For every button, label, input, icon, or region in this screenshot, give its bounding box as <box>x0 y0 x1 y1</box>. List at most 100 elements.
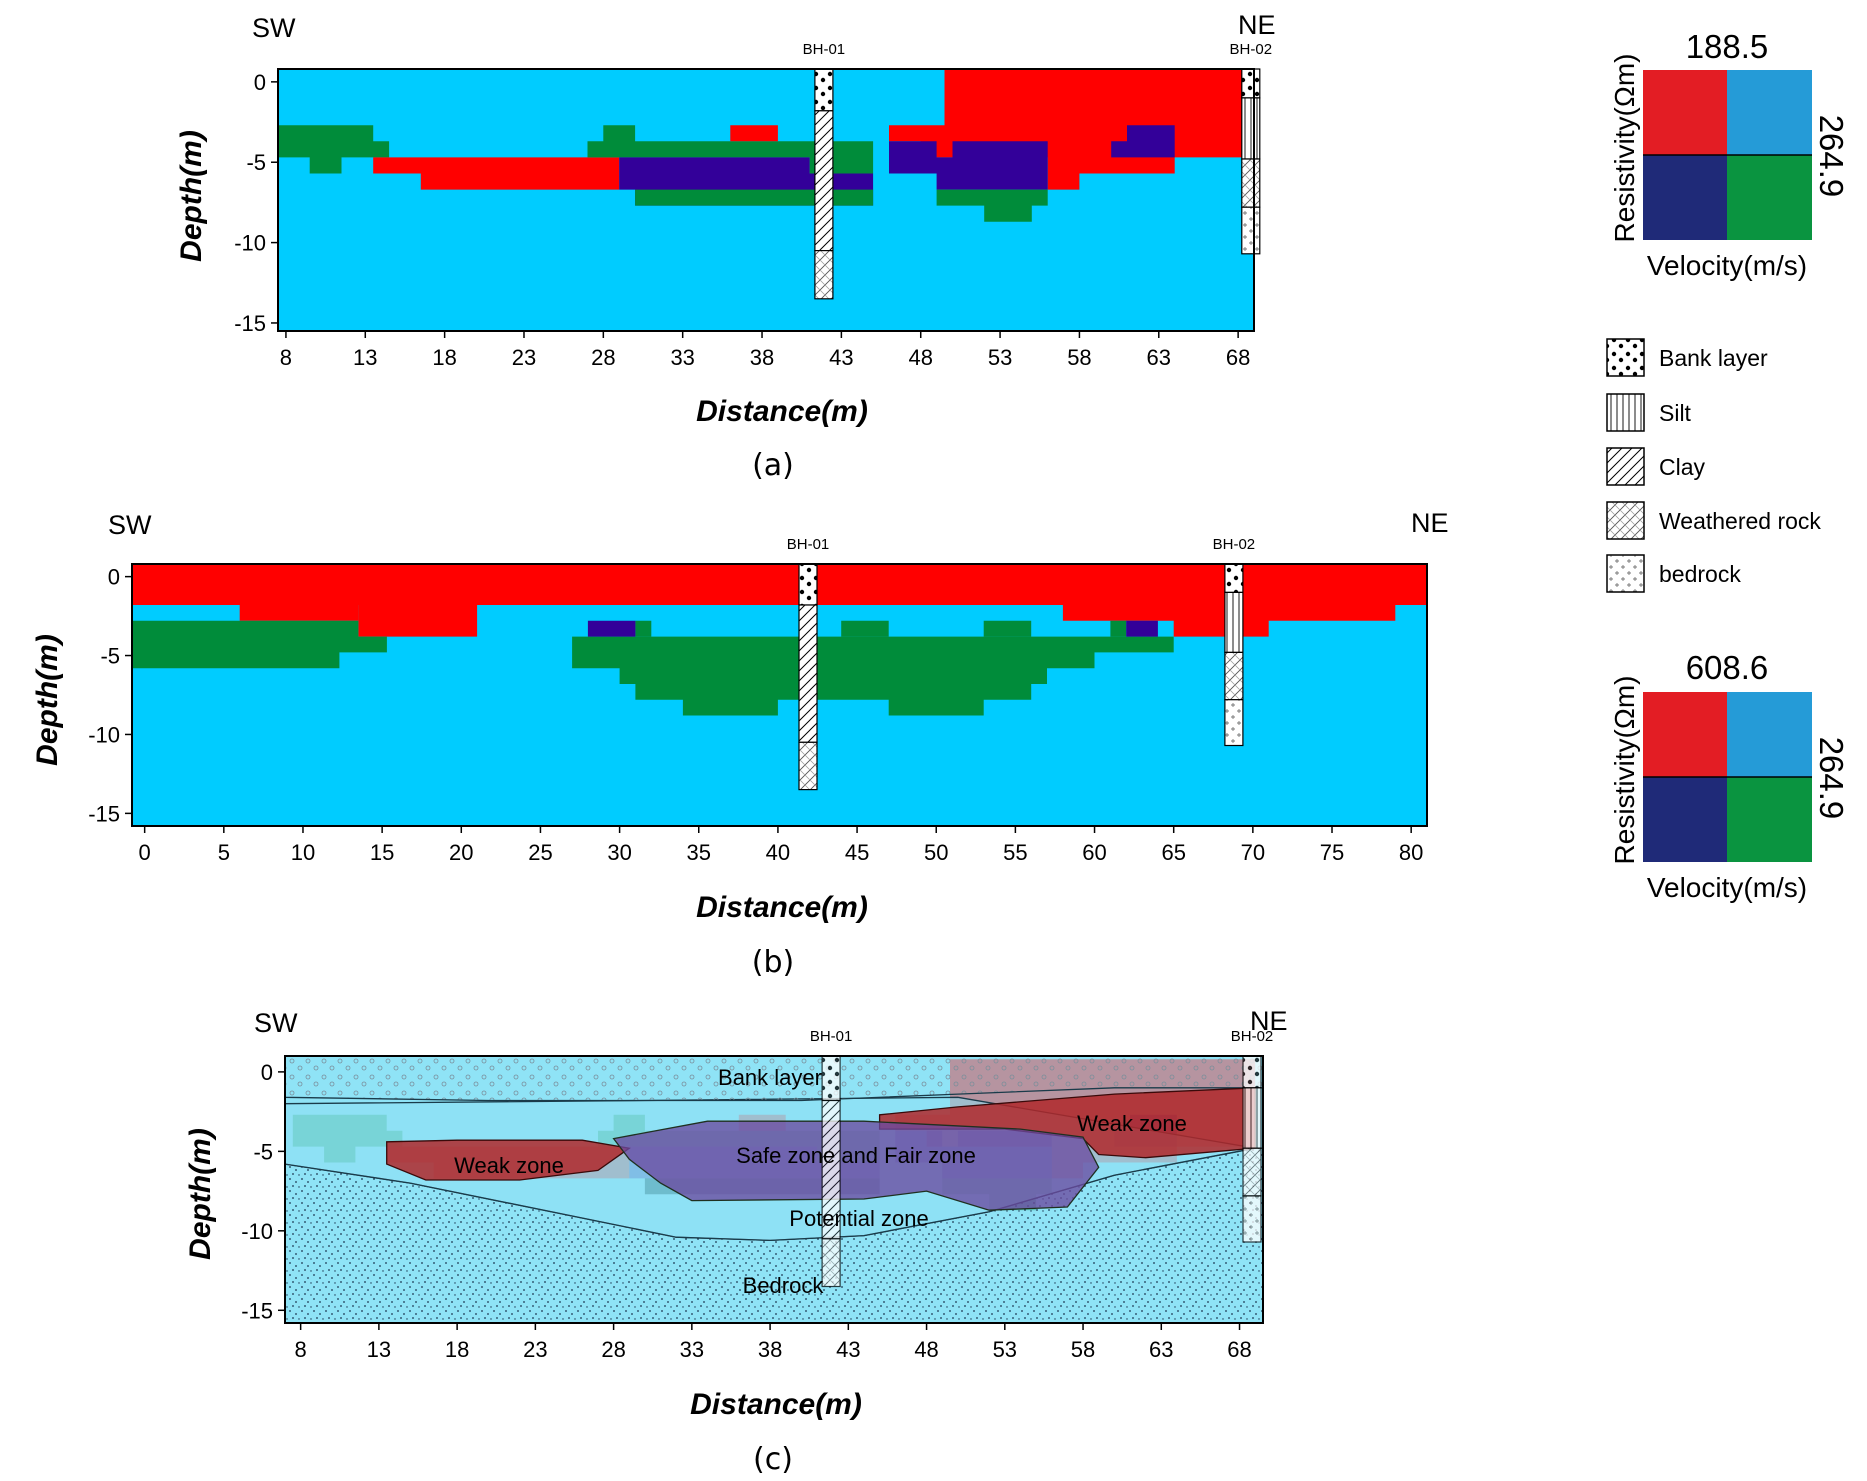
panel-b-borehole-1-layer-2 <box>798 604 818 743</box>
panel-b-borehole-2-layer-3 <box>1224 651 1244 701</box>
panel-a-y-tick-label: -5 <box>246 150 266 175</box>
panel-a-region-9 <box>936 189 1048 222</box>
panel-c-x-tick-label: 63 <box>1149 1337 1173 1362</box>
panel-b-region-3 <box>132 620 387 669</box>
zone-label-bank-layer: Bank layer <box>718 1065 822 1090</box>
panel-c-x-tick-label: 23 <box>523 1337 547 1362</box>
panel-c-x-tick-label: 38 <box>758 1337 782 1362</box>
panel-b-x-tick-label: 40 <box>766 840 790 865</box>
key-1-green-cell <box>1727 155 1812 240</box>
panel-a-borehole-1-layer-2 <box>814 110 834 252</box>
panel-c-x-tick-label: 33 <box>680 1337 704 1362</box>
panel-b-x-tick-label: 75 <box>1320 840 1344 865</box>
panel-a-region-8 <box>635 189 874 206</box>
panel-b-x-tick-label: 50 <box>924 840 948 865</box>
panel-c-bh02-label: BH-02 <box>1231 1028 1274 1045</box>
panel-b-borehole-1-layer-3 <box>798 741 818 791</box>
panel-b-x-title: Distance(m) <box>696 891 868 924</box>
panel-c-x-tick-label: 13 <box>367 1337 391 1362</box>
panel-b-x-tick-label: 80 <box>1399 840 1423 865</box>
panel-c-y-tick-label: -15 <box>241 1298 273 1323</box>
zone-label-weak-right: Weak zone <box>1077 1111 1187 1136</box>
panel-b-x-tick-label: 35 <box>687 840 711 865</box>
panel-c-ne-label: NE <box>1250 1006 1288 1036</box>
legend-label-clay: Clay <box>1659 454 1706 480</box>
panel-c-bh01-label: BH-01 <box>810 1028 853 1045</box>
panel-b-region-7 <box>983 620 1032 637</box>
color-key-1: 188.5 Resistivity(Ωm) 264.9 Velocity(m/s… <box>1609 28 1850 281</box>
key-2-y-label: Resistivity(Ωm) <box>1609 676 1640 865</box>
key-2-blue-cell <box>1727 692 1812 777</box>
panel-c-boreholes <box>821 1055 1262 1288</box>
panel-c-y-tick-label: -10 <box>241 1219 273 1244</box>
panel-b-x-tick-label: 10 <box>291 840 315 865</box>
legend-label-bank-layer: Bank layer <box>1659 345 1768 371</box>
panel-b-borehole-2-layer-2 <box>1224 591 1244 654</box>
legend-swatch-silt <box>1606 393 1645 432</box>
lithology-legend: Bank layer Silt Clay Weathered rock bedr… <box>1606 338 1821 593</box>
panel-a-region-7 <box>889 141 1048 190</box>
panel-c-borehole-2-layer-2 <box>1242 1087 1262 1149</box>
panel-b-x-tick-label: 45 <box>845 840 869 865</box>
panel-c-x-ticks: 8 13 18 23 28 33 38 43 48 53 58 63 68 <box>295 1323 1252 1362</box>
key-1-y-label: Resistivity(Ωm) <box>1609 54 1640 243</box>
panel-a-region-5 <box>730 125 778 142</box>
panel-b-x-ticks: 0 5 10 15 20 25 30 35 40 45 50 55 60 65 70 75 80 <box>139 826 1423 865</box>
panel-b-bh02-label: BH-02 <box>1213 536 1256 553</box>
panel-b-region-9 <box>587 620 636 637</box>
panel-a-y-tick-label: -15 <box>234 311 266 336</box>
panel-a-x-tick-label: 43 <box>829 345 853 370</box>
panel-a-borehole-2-layer-2 <box>1241 97 1261 160</box>
panel-b-region-6 <box>841 620 889 637</box>
key-2-navy-cell <box>1643 777 1727 862</box>
panel-a-borehole-2-layer-1 <box>1241 68 1261 99</box>
panel-b-region-8 <box>1110 620 1127 637</box>
panel-b-caption: (b) <box>752 945 794 980</box>
panel-b-boreholes <box>798 563 1244 791</box>
panel-b-x-tick-label: 25 <box>528 840 552 865</box>
legend-swatch-weathered-rock <box>1606 501 1645 540</box>
panel-b-sw-label: SW <box>108 510 152 540</box>
panel-a-frame <box>277 68 1255 332</box>
panel-c-x-tick-label: 68 <box>1227 1337 1251 1362</box>
zone-label-bedrock: Bedrock <box>743 1273 825 1298</box>
panel-a-y-title: Depth(m) <box>175 130 208 262</box>
panel-c-y-title: Depth(m) <box>184 1128 217 1260</box>
panel-c-borehole-2-layer-1 <box>1242 1055 1262 1089</box>
panel-b-borehole-1-layer-1 <box>798 563 818 606</box>
zone-label-weak-left: Weak zone <box>454 1153 564 1178</box>
legend-swatch-clay <box>1606 447 1645 486</box>
zone-label-potential: Potential zone <box>789 1206 928 1231</box>
panel-a-x-tick-label: 53 <box>988 345 1012 370</box>
zone-weak-zone-1 <box>386 1139 631 1181</box>
panel-a-x-tick-label: 68 <box>1226 345 1250 370</box>
panel-b-x-tick-label: 0 <box>139 840 151 865</box>
legend-swatch-bedrock <box>1606 554 1645 593</box>
panel-a-x-tick-label: 33 <box>670 345 694 370</box>
panel-a-sw-label: SW <box>252 13 296 43</box>
panel-a-borehole-2-layer-4 <box>1241 206 1261 255</box>
panel-a-region-10 <box>1111 125 1175 158</box>
panel-b-y-tick-label: 0 <box>108 565 120 590</box>
panel-b-y-tick-label: -15 <box>88 801 120 826</box>
key-1-x-label: Velocity(m/s) <box>1647 250 1807 281</box>
key-2-side-value: 264.9 <box>1813 737 1850 820</box>
zone-safe-zone-and-fair-zone-1 <box>612 1120 1100 1211</box>
panel-b-x-tick-label: 65 <box>1161 840 1185 865</box>
key-2-x-label: Velocity(m/s) <box>1647 872 1807 903</box>
panel-a-x-tick-label: 48 <box>908 345 932 370</box>
panel-b-y-ticks: 0 -5 -10 -15 <box>88 565 132 826</box>
panel-c-borehole-2-layer-4 <box>1242 1195 1262 1243</box>
panel-c-y-ticks: 0 -5 -10 -15 <box>241 1060 285 1323</box>
key-2-red-cell <box>1643 692 1727 777</box>
key-2-top-value: 608.6 <box>1686 649 1769 686</box>
panel-a-region-4 <box>587 125 874 174</box>
panel-a-x-tick-label: 38 <box>750 345 774 370</box>
key-1-top-value: 188.5 <box>1686 28 1769 65</box>
panel-a-region-2 <box>278 125 390 174</box>
legend-swatch-bank-layer <box>1606 338 1645 377</box>
key-1-navy-cell <box>1643 155 1727 240</box>
panel-c-x-tick-label: 53 <box>993 1337 1017 1362</box>
panel-b-x-tick-label: 5 <box>218 840 230 865</box>
